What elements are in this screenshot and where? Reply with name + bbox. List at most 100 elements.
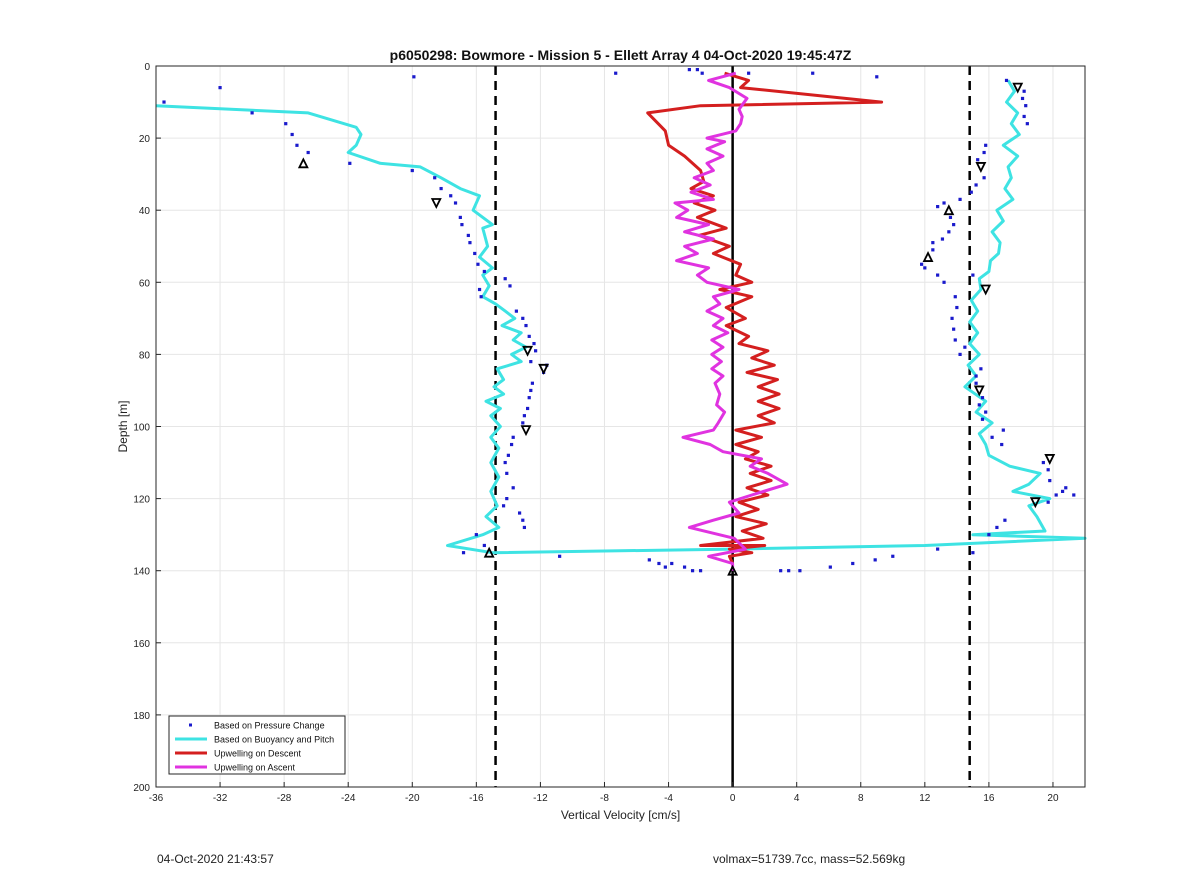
x-tick-label: -24 bbox=[341, 793, 356, 804]
series-line-upwelling-on-descent bbox=[646, 71, 884, 565]
pressure-change-point bbox=[936, 273, 940, 277]
pressure-change-point bbox=[466, 233, 470, 238]
footer-timestamp: 04-Oct-2020 21:43:57 bbox=[157, 852, 274, 866]
pressure-change-point bbox=[433, 176, 437, 180]
pressure-change-point bbox=[284, 122, 288, 126]
pressure-change-point bbox=[1004, 78, 1009, 83]
pressure-change-point bbox=[449, 194, 453, 198]
pressure-change-point bbox=[468, 241, 472, 245]
pressure-change-point bbox=[506, 453, 510, 457]
pressure-change-point bbox=[453, 201, 458, 205]
pressure-change-point bbox=[976, 158, 980, 162]
x-tick-label: -32 bbox=[213, 793, 228, 804]
triangle-up-marker bbox=[727, 564, 739, 576]
pressure-change-point bbox=[511, 435, 515, 439]
y-tick-label: 160 bbox=[133, 639, 150, 650]
triangle-up-marker bbox=[943, 204, 955, 216]
pressure-change-point bbox=[1064, 486, 1068, 490]
y-tick-label: 140 bbox=[133, 567, 150, 578]
pressure-change-point bbox=[290, 132, 294, 137]
pressure-change-point bbox=[1022, 114, 1026, 119]
pressure-change-point bbox=[1000, 442, 1004, 447]
pressure-change-point bbox=[953, 295, 957, 299]
pressure-change-point bbox=[657, 561, 661, 566]
pressure-change-point bbox=[875, 75, 879, 79]
pressure-change-point bbox=[942, 280, 946, 284]
triangle-down-marker bbox=[973, 385, 985, 397]
pressure-change-point bbox=[517, 511, 522, 515]
y-tick-label: 180 bbox=[133, 711, 150, 722]
legend-label: Upwelling on Descent bbox=[214, 749, 302, 759]
pressure-change-point bbox=[474, 533, 478, 537]
triangle-up-marker bbox=[297, 157, 309, 169]
pressure-change-point bbox=[508, 284, 512, 288]
pressure-change-point bbox=[306, 150, 310, 155]
pressure-change-point bbox=[1001, 428, 1005, 432]
x-tick-label: 4 bbox=[794, 793, 800, 804]
footer-volmax-mass: volmax=51739.7cc, mass=52.569kg bbox=[713, 852, 906, 866]
pressure-change-point bbox=[473, 251, 477, 256]
triangle-down-marker bbox=[1044, 454, 1056, 465]
pressure-change-point bbox=[698, 569, 703, 573]
pressure-change-point bbox=[1046, 500, 1050, 504]
pressure-change-point bbox=[410, 168, 414, 173]
pressure-change-point bbox=[958, 352, 962, 356]
pressure-change-point bbox=[439, 186, 443, 191]
pressure-change-point bbox=[527, 396, 531, 400]
pressure-change-point bbox=[529, 360, 533, 364]
y-tick-label: 0 bbox=[144, 62, 150, 73]
x-tick-label: 8 bbox=[858, 793, 864, 804]
pressure-change-point bbox=[1041, 460, 1045, 465]
pressure-change-point bbox=[700, 71, 704, 75]
pressure-change-point bbox=[984, 410, 988, 414]
pressure-change-point bbox=[460, 223, 464, 227]
pressure-change-point bbox=[940, 237, 945, 241]
pressure-change-point bbox=[990, 435, 994, 439]
pressure-change-point bbox=[779, 569, 783, 573]
triangle-down-marker bbox=[538, 363, 550, 375]
pressure-change-point bbox=[412, 75, 416, 79]
pressure-change-point bbox=[923, 266, 927, 270]
pressure-change-point bbox=[971, 551, 975, 555]
pressure-change-point bbox=[522, 414, 526, 418]
pressure-change-point bbox=[1020, 96, 1025, 101]
x-tick-label: 20 bbox=[1047, 793, 1059, 804]
pressure-change-point bbox=[936, 547, 940, 551]
pressure-change-point bbox=[250, 111, 254, 115]
pressure-change-point bbox=[963, 345, 967, 349]
series-layer bbox=[155, 71, 1087, 571]
y-tick-label: 80 bbox=[139, 350, 151, 361]
pressure-change-point bbox=[501, 504, 506, 508]
tick-labels: -36 -32 -28 -24 -20 -16 -12 -8 -4 0 4 8 12 16 20020406… bbox=[133, 62, 1059, 804]
pressure-change-point bbox=[977, 403, 981, 407]
pressure-change-point bbox=[505, 471, 509, 475]
pressure-change-point bbox=[558, 554, 562, 558]
pressure-change-point bbox=[477, 287, 482, 292]
pressure-change-point bbox=[530, 381, 535, 385]
pressure-change-point bbox=[532, 341, 536, 346]
pressure-change-point bbox=[521, 316, 525, 320]
pressure-change-point bbox=[971, 273, 975, 277]
chart-legend: Based on Pressure Change Based on Buoyanc… bbox=[168, 715, 346, 775]
pressure-change-point bbox=[953, 338, 957, 342]
pressure-change-point bbox=[984, 143, 988, 147]
legend-label: Based on Pressure Change bbox=[214, 721, 325, 731]
x-axis-label: Vertical Velocity [cm/s] bbox=[561, 808, 680, 822]
pressure-change-point bbox=[503, 460, 507, 465]
pressure-change-point bbox=[682, 565, 687, 569]
y-tick-label: 200 bbox=[133, 783, 150, 794]
pressure-change-point bbox=[524, 323, 528, 328]
pressure-change-point bbox=[529, 388, 533, 393]
grid-lines bbox=[155, 65, 1085, 788]
pressure-change-point bbox=[995, 525, 999, 530]
y-tick-label: 40 bbox=[139, 206, 151, 217]
triangle-down-marker bbox=[975, 162, 987, 173]
pressure-change-point bbox=[663, 565, 667, 569]
pressure-change-point bbox=[687, 68, 691, 72]
pressure-change-point bbox=[1072, 493, 1076, 497]
legend-label: Upwelling on Ascent bbox=[214, 763, 296, 773]
pressure-change-point bbox=[974, 374, 978, 378]
pressure-change-point bbox=[505, 497, 509, 501]
pressure-change-point bbox=[931, 241, 935, 245]
pressure-change-point bbox=[987, 533, 991, 537]
